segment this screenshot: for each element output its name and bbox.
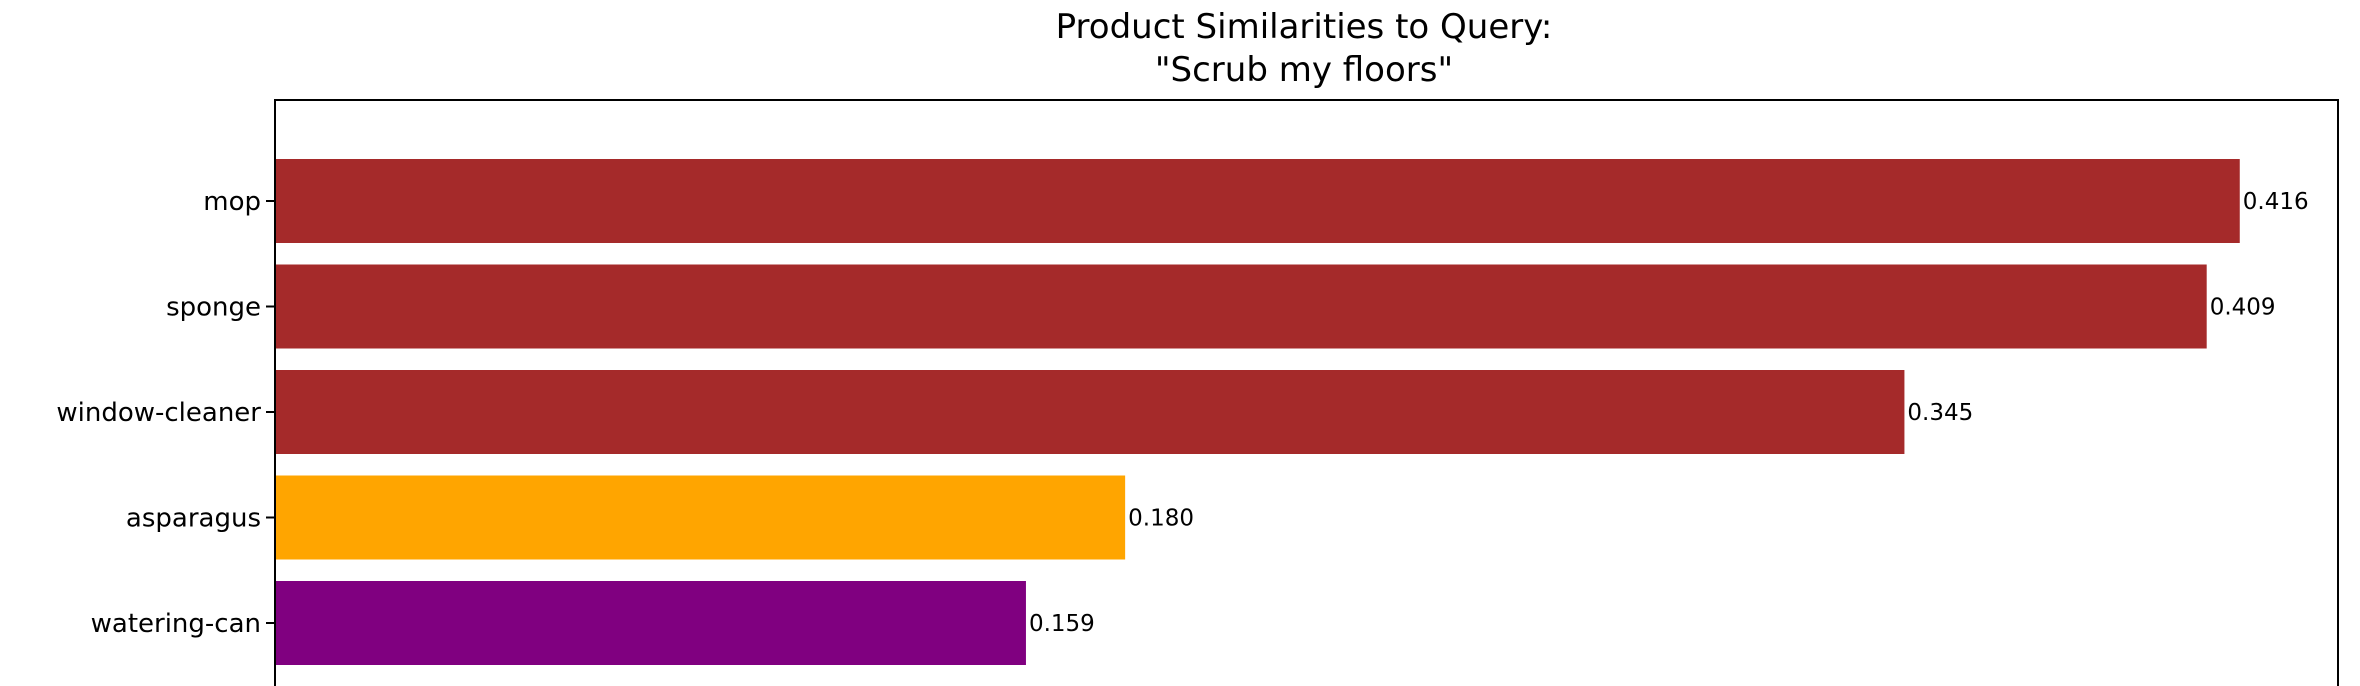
y-axis-ticks: mop sponge window-cleaner asparagus watering… xyxy=(56,187,275,639)
chart-title-line-1: Product Similarities to Query: xyxy=(1056,7,1553,47)
y-tick-label: sponge xyxy=(166,293,261,323)
y-tick-label: watering-can xyxy=(91,609,261,639)
bar-sponge xyxy=(276,264,2207,349)
data-label-window-cleaner: 0.345 xyxy=(1907,400,1973,426)
bar-mop xyxy=(276,159,2240,243)
data-label-mop: 0.416 xyxy=(2243,189,2309,215)
data-label-sponge: 0.409 xyxy=(2210,295,2276,321)
data-label-watering-can: 0.159 xyxy=(1029,611,1095,637)
y-tick-label: asparagus xyxy=(126,504,261,534)
chart-title: Product Similarities to Query: "Scrub my… xyxy=(1056,7,1553,90)
bar-window-cleaner xyxy=(276,370,1905,454)
bar-watering-can xyxy=(276,581,1026,665)
chart-title-line-2: "Scrub my floors" xyxy=(1155,50,1453,90)
y-tick-label: mop xyxy=(203,187,261,217)
plot-area-frame xyxy=(274,99,2339,686)
bars-group xyxy=(276,159,2240,665)
data-label-asparagus: 0.180 xyxy=(1128,506,1194,532)
data-labels: 0.416 0.409 0.345 0.180 0.159 xyxy=(1029,189,2309,637)
y-tick-label: window-cleaner xyxy=(56,398,261,428)
bar-asparagus xyxy=(276,475,1126,560)
